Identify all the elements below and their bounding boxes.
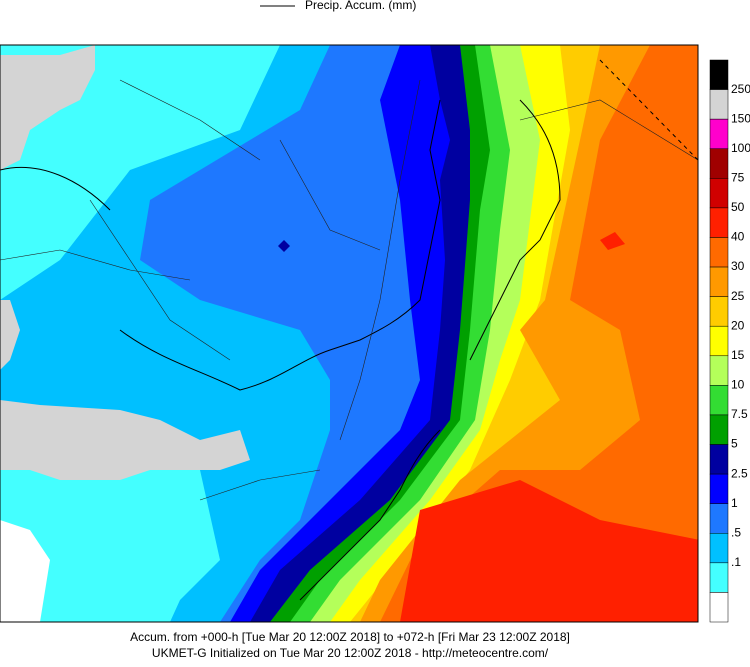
border-line	[0, 79, 698, 501]
colorbar-label: 10	[731, 378, 745, 392]
colorbar-box	[709, 148, 729, 179]
colorbar-label: 7.5	[731, 407, 748, 421]
footer-line: UKMET-G Initialized on Tue Mar 20 12:00Z…	[152, 646, 549, 660]
legend-label: Precip. Accum. (mm)	[305, 0, 416, 12]
land-no-precip	[0, 45, 95, 170]
footer-line: Accum. from +000-h [Tue Mar 20 12:00Z 20…	[130, 630, 570, 644]
colorbar-box	[709, 355, 729, 386]
colorbar-label: 30	[731, 259, 745, 273]
colorbar-box	[709, 325, 729, 357]
colorbar-box	[709, 296, 729, 327]
colorbar-box	[709, 207, 729, 238]
colorbar-box	[709, 473, 729, 504]
colorbar: 250 150 100 75 50 40 30 25 20 15 10 7.5 5 2.5 1 .5 .1	[709, 59, 750, 623]
colorbar-label: 40	[731, 230, 745, 244]
colorbar-label: 25	[731, 289, 745, 303]
colorbar-label: 5	[731, 437, 738, 451]
land-no-precip	[0, 300, 20, 370]
precip-area	[380, 45, 698, 622]
precip-area	[278, 240, 290, 252]
colorbar-box	[709, 562, 729, 593]
colorbar-label: 250	[731, 82, 750, 96]
colorbar-box	[709, 118, 729, 149]
colorbar-box	[709, 385, 729, 416]
colorbar-box	[709, 503, 729, 534]
coastline	[0, 99, 561, 601]
land-no-precip	[0, 400, 250, 480]
colorbar-box	[709, 592, 729, 623]
colorbar-label: 75	[731, 170, 745, 184]
colorbar-box	[709, 59, 729, 90]
colorbar-label: 20	[731, 318, 745, 332]
precip-area	[600, 232, 625, 250]
colorbar-label: 100	[731, 141, 750, 155]
land-no-precip	[0, 520, 50, 622]
colorbar-label: 150	[731, 111, 750, 125]
colorbar-box	[709, 533, 729, 564]
precip-area	[400, 480, 698, 622]
colorbar-box	[709, 237, 729, 268]
colorbar-label: 15	[731, 348, 745, 362]
colorbar-label: 2.5	[731, 466, 748, 480]
colorbar-box	[709, 266, 729, 297]
map-frame	[0, 44, 699, 623]
colorbar-box	[709, 444, 729, 475]
colorbar-label: 50	[731, 200, 745, 214]
precip-map	[0, 45, 698, 622]
colorbar-label: 1	[731, 496, 738, 510]
colorbar-label: .5	[731, 525, 741, 539]
colorbar-label: .1	[731, 555, 741, 569]
colorbar-box	[709, 178, 729, 209]
colorbar-box	[709, 89, 729, 120]
colorbar-box	[709, 414, 729, 445]
